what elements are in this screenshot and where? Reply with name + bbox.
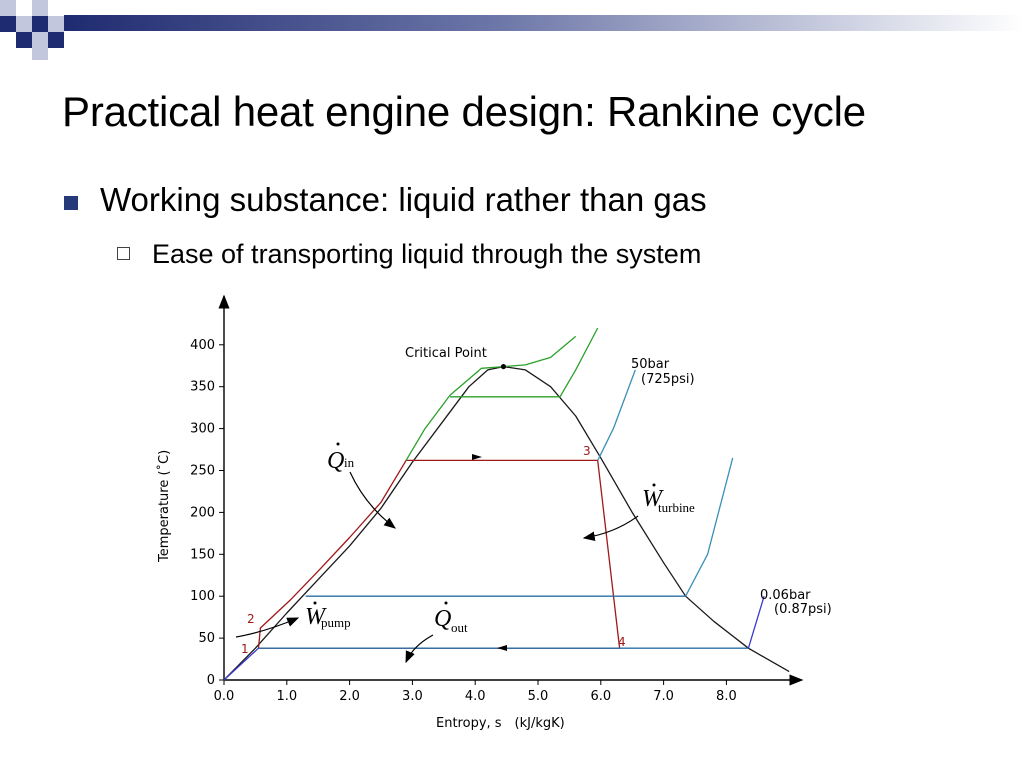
series-line-3 (450, 327, 599, 398)
deco-square (48, 16, 64, 32)
deco-square (16, 16, 32, 32)
heat-out-annotation: Q out (405, 601, 468, 664)
pump-work-annotation: W pump (235, 601, 351, 638)
low-pressure-label: 0.06bar (760, 588, 811, 603)
turbine-work-annotation: W turbine (582, 483, 695, 542)
series-line-0 (223, 365, 790, 681)
deco-square (48, 32, 64, 48)
heat-in-annotation: Q in (327, 442, 396, 529)
deco-square (16, 0, 32, 16)
deco-square (32, 48, 48, 60)
deco-square (32, 16, 48, 32)
x-tick-label: 4.0 (465, 689, 486, 704)
series-line-9 (747, 596, 765, 649)
heat-out-subscript: out (451, 620, 468, 635)
pump-work-subscript: pump (321, 615, 351, 630)
y-tick-label: 400 (190, 338, 215, 353)
high-pressure-alt-label: (725psi) (641, 372, 695, 387)
header-gradient-bar (64, 15, 1024, 31)
y-tick-label: 50 (198, 631, 215, 646)
x-axis-label: Entropy, s (kJ/kgK) (436, 716, 565, 731)
critical-point-label: Critical Point (405, 346, 487, 361)
state-point-label: 1 (241, 642, 249, 656)
y-tick-label: 350 (190, 380, 215, 395)
flow-arrow-right (472, 454, 482, 460)
hollow-square-bullet-icon (117, 247, 130, 260)
state-point-label: 2 (247, 612, 255, 626)
critical-point-marker (500, 363, 507, 370)
high-pressure-label: 50bar (631, 357, 670, 372)
axis-ticks: 0.0 1.0 2.0 3.0 4.0 5.0 6.0 7.0 8.0 0 50 100 150 200 2… (190, 338, 737, 704)
x-tick-label: 6.0 (590, 689, 611, 704)
slide-corner-decoration (0, 0, 1024, 60)
series-line-4 (597, 369, 636, 461)
deco-square (32, 32, 48, 48)
ts-diagram: 0.0 1.0 2.0 3.0 4.0 5.0 6.0 7.0 8.0 0 50 100 150 200 2… (156, 294, 832, 731)
y-tick-label: 300 (190, 422, 215, 437)
turbine-work-symbol: W (642, 486, 664, 512)
x-tick-label: 2.0 (339, 689, 360, 704)
series-line-8 (223, 647, 259, 681)
y-tick-label: 150 (190, 547, 215, 562)
heat-in-subscript: in (344, 455, 355, 470)
x-tick-label: 1.0 (276, 689, 297, 704)
deco-square (16, 32, 32, 48)
heat-in-symbol: Q (327, 448, 344, 474)
turbine-work-subscript: turbine (658, 500, 695, 515)
deco-square (32, 0, 48, 16)
x-tick-label: 0.0 (214, 689, 235, 704)
y-axis-label: Temperature (˚C) (156, 450, 172, 563)
series-line-1 (257, 459, 621, 649)
bullet-level-2: Ease of transporting liquid through the … (152, 239, 702, 269)
low-pressure-alt-label: (0.87psi) (774, 602, 832, 617)
deco-square (0, 0, 16, 16)
x-tick-label: 5.0 (528, 689, 549, 704)
filled-square-bullet-icon (64, 196, 78, 210)
pump-work-symbol: W (305, 604, 327, 630)
x-tick-label: 8.0 (716, 689, 737, 704)
series-line-2 (405, 335, 577, 461)
x-tick-label: 3.0 (402, 689, 423, 704)
series-line-7 (685, 457, 734, 597)
x-tick-label: 7.0 (653, 689, 674, 704)
y-tick-label: 250 (190, 464, 215, 479)
flow-arrow-left (497, 645, 507, 651)
state-point-label: 4 (618, 635, 626, 649)
heat-out-symbol: Q (434, 606, 451, 632)
deco-square (0, 16, 16, 32)
y-tick-label: 200 (190, 505, 215, 520)
y-tick-label: 100 (190, 589, 215, 604)
bullet-level-1: Working substance: liquid rather than ga… (100, 181, 707, 218)
slide-title: Practical heat engine design: Rankine cy… (62, 88, 866, 135)
state-point-label: 3 (583, 444, 591, 458)
y-tick-label: 0 (207, 673, 215, 688)
